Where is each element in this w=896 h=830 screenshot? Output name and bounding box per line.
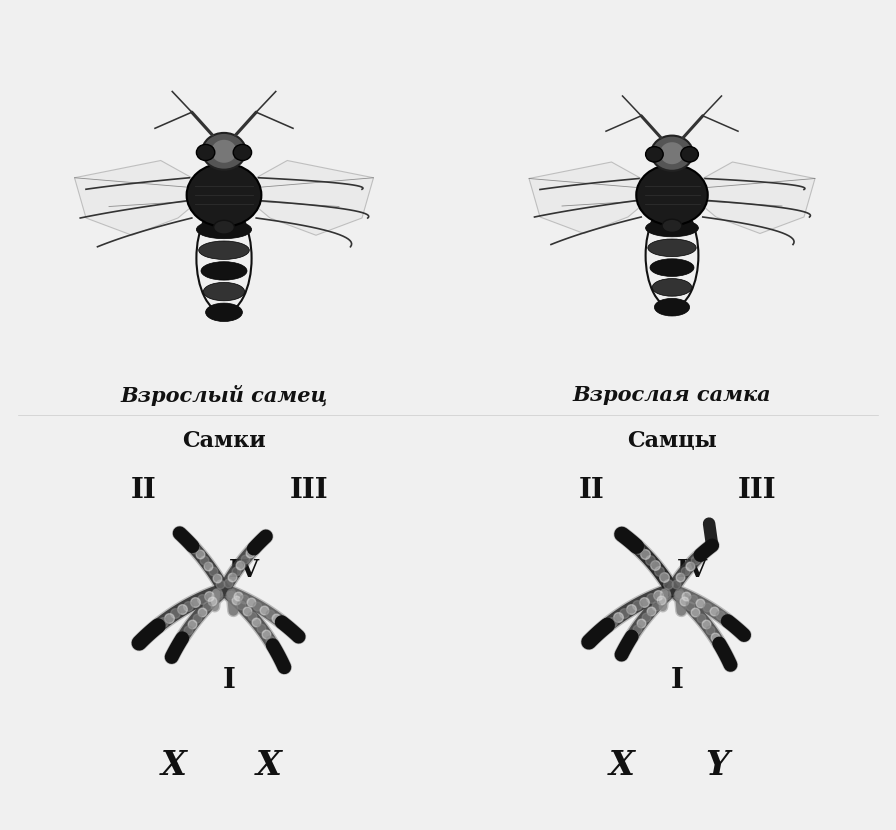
Text: X: X (256, 749, 282, 782)
Text: III: III (737, 476, 776, 504)
Text: IV: IV (676, 558, 708, 582)
Text: II: II (131, 476, 157, 504)
Text: Взрослый самец: Взрослый самец (120, 385, 328, 407)
Ellipse shape (650, 259, 694, 276)
Ellipse shape (196, 144, 215, 160)
Text: II: II (579, 476, 605, 504)
Ellipse shape (233, 144, 252, 160)
Text: Y: Y (705, 749, 729, 782)
Text: Самки: Самки (182, 430, 266, 452)
Text: I: I (222, 666, 236, 694)
Polygon shape (74, 160, 212, 235)
Text: Взрослая самка: Взрослая самка (573, 385, 771, 405)
Ellipse shape (202, 133, 246, 169)
Ellipse shape (652, 279, 692, 296)
Text: X: X (609, 749, 635, 782)
Ellipse shape (646, 147, 663, 162)
Ellipse shape (636, 164, 708, 225)
Text: Самцы: Самцы (627, 430, 717, 452)
Ellipse shape (203, 282, 245, 300)
Ellipse shape (201, 261, 247, 280)
Ellipse shape (659, 142, 685, 164)
Ellipse shape (213, 220, 235, 234)
Ellipse shape (186, 164, 262, 227)
Text: I: I (670, 666, 684, 694)
Ellipse shape (646, 219, 698, 237)
Text: IV: IV (228, 558, 260, 582)
Polygon shape (683, 162, 815, 233)
Ellipse shape (681, 147, 698, 162)
Ellipse shape (196, 220, 252, 239)
Ellipse shape (199, 241, 249, 260)
Ellipse shape (205, 303, 243, 321)
Ellipse shape (662, 219, 682, 232)
Polygon shape (529, 162, 661, 233)
Ellipse shape (651, 135, 693, 171)
Polygon shape (236, 160, 374, 235)
Ellipse shape (211, 139, 237, 163)
Text: X: X (161, 749, 187, 782)
Text: III: III (289, 476, 328, 504)
Ellipse shape (648, 239, 696, 256)
Ellipse shape (654, 299, 690, 316)
